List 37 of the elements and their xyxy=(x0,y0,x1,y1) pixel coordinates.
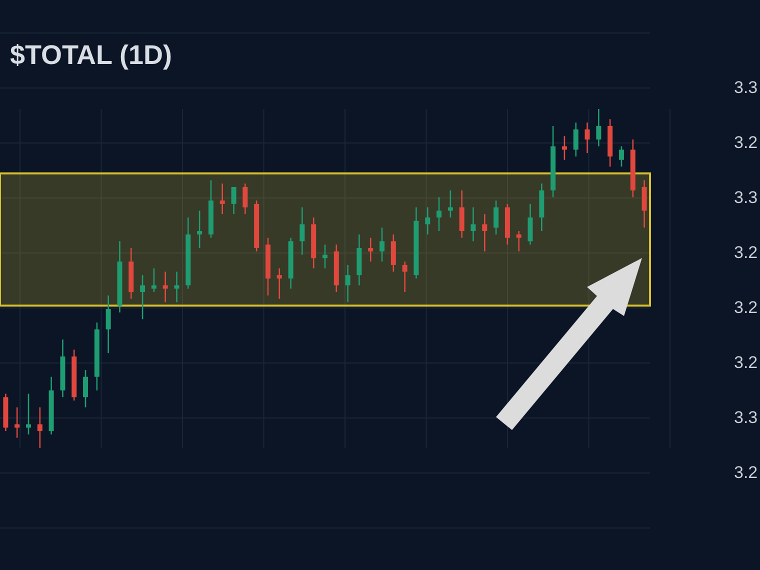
candlestick xyxy=(368,237,374,262)
candlestick xyxy=(220,182,225,215)
candlestick xyxy=(436,196,442,232)
text: 3.3 xyxy=(734,408,758,428)
candlestick xyxy=(494,200,499,236)
candlestick xyxy=(242,182,248,215)
candlestick xyxy=(402,260,408,293)
candlestick xyxy=(276,268,282,300)
candlestick xyxy=(83,369,88,408)
candlestick xyxy=(470,206,476,242)
text: 3.2 xyxy=(734,463,758,483)
candlestick xyxy=(37,406,42,448)
candlestick xyxy=(345,264,350,303)
candlestick xyxy=(596,109,602,147)
candlestick xyxy=(231,186,236,215)
candlestick xyxy=(528,203,533,246)
candlestick xyxy=(425,206,430,236)
candlestick xyxy=(618,146,624,168)
candlestick xyxy=(300,206,305,256)
candlestick xyxy=(459,190,464,238)
text: 3.2 xyxy=(734,298,758,318)
text: 3.3 xyxy=(734,188,758,208)
text: 3.2 xyxy=(734,353,758,373)
candlestick xyxy=(482,213,488,252)
candlestick xyxy=(380,227,385,262)
candlestick xyxy=(140,274,146,320)
candlestick xyxy=(106,294,111,354)
chart-title: $TOTAL (1D) xyxy=(10,40,172,71)
candlestick xyxy=(573,122,578,158)
text: 3.2 xyxy=(734,243,758,263)
candlestick xyxy=(197,210,202,249)
candlestick xyxy=(516,230,522,252)
candlestick xyxy=(584,122,590,154)
text: 3.3 xyxy=(734,78,758,98)
text: 3.2 xyxy=(734,133,758,153)
candlestick xyxy=(642,180,647,228)
candlestick xyxy=(390,234,396,272)
